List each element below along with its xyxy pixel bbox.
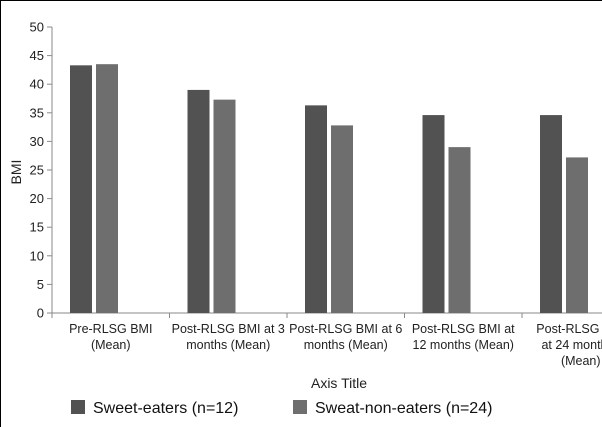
bar-sweet-eaters [70, 65, 92, 313]
bar-sweet-eaters [422, 115, 445, 313]
y-tick-label: 35 [30, 105, 44, 120]
legend-item: Sweat-non-eaters (n=24) [293, 400, 492, 417]
axes [47, 26, 602, 318]
bar-sweat-non-eaters [96, 64, 118, 314]
y-tick-label: 40 [30, 77, 44, 92]
y-tick-label: 10 [30, 248, 44, 263]
y-tick-label: 50 [30, 20, 44, 35]
legend-swatch [71, 400, 85, 414]
x-axis-title: Axis Title [311, 375, 367, 391]
bar-sweat-non-eaters [331, 125, 353, 313]
y-tick-label: 30 [30, 134, 44, 149]
y-tick-label: 0 [37, 306, 44, 321]
y-tick-label: 20 [30, 191, 44, 206]
y-tick-label: 45 [30, 48, 44, 63]
legend: Sweet-eaters (n=12) Sweat-non-eaters (n=2… [71, 400, 492, 417]
category-label: Pre-RLSG BMI (Mean) [69, 322, 152, 352]
bar-sweet-eaters [187, 89, 210, 313]
y-tick-label: 15 [30, 220, 44, 235]
legend-swatch [293, 400, 307, 414]
legend-label: Sweat-non-eaters (n=24) [315, 400, 492, 417]
category-label: Post-RLSG BMI at 3 months (Mean) [172, 322, 285, 352]
bar-sweat-non-eaters [566, 157, 588, 313]
bar-sweet-eaters [540, 115, 562, 313]
bars [70, 64, 588, 314]
category-label: Post-RLSG BMI at 6 months (Mean) [289, 322, 402, 352]
legend-item: Sweet-eaters (n=12) [71, 400, 238, 417]
bar-sweet-eaters [305, 105, 327, 313]
bar-sweat-non-eaters [448, 147, 471, 313]
y-tick-label: 5 [37, 277, 44, 292]
category-labels: Pre-RLSG BMI (Mean) Post-RLSG BMI at 3 mont… [69, 322, 602, 368]
legend-label: Sweet-eaters (n=12) [93, 400, 238, 417]
y-tick-label: 25 [30, 163, 44, 178]
category-label: Post-RLSG BMI at 12 months (Mean) [412, 322, 515, 352]
y-axis-title: BMI [8, 160, 24, 185]
bar-sweat-non-eaters [213, 99, 236, 313]
y-tick-labels: 0 5 10 15 20 25 30 35 40 45 50 [30, 20, 44, 321]
